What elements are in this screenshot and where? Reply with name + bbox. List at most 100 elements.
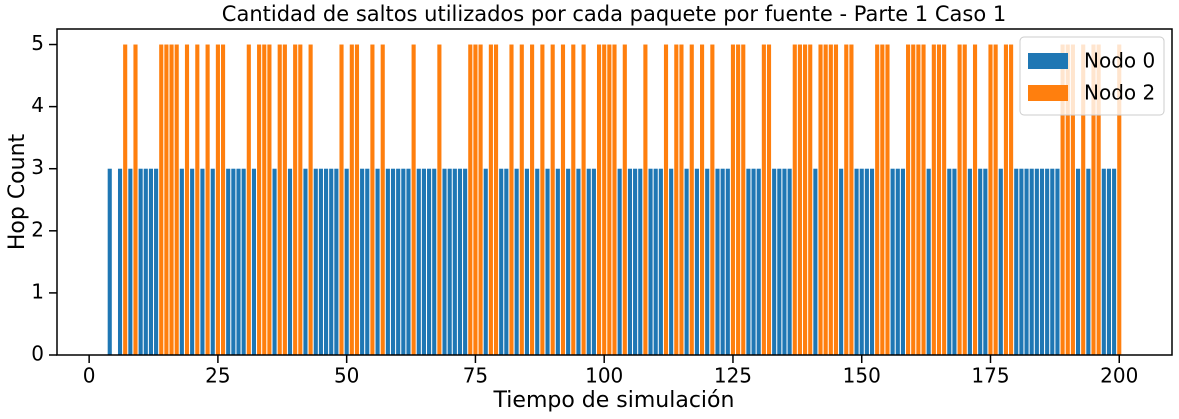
bar [638,168,643,355]
bar [308,44,313,356]
bar [787,168,792,355]
bar [596,44,602,356]
bar [380,44,385,356]
bar [627,168,633,355]
bar [324,168,329,355]
bar [710,44,715,356]
bar [998,168,1003,355]
bar [808,44,813,356]
bar [633,168,638,355]
bar [246,44,251,356]
bar [797,44,802,356]
bar [493,44,499,356]
bar [215,44,220,356]
bar [200,168,205,355]
bar [962,44,967,356]
bar [972,44,978,356]
bar [566,168,571,355]
y-tick-label: 2 [31,217,44,241]
bar [591,168,596,355]
bar [339,44,344,356]
bar [1060,44,1065,356]
bar [164,44,169,356]
bar [360,168,365,355]
bar [792,44,797,356]
bar [658,168,663,355]
bar [303,168,308,355]
bar [947,168,952,355]
bar [952,168,957,355]
bar [385,168,390,355]
bar [560,44,566,356]
bar [473,44,478,356]
legend-swatch [1028,85,1068,101]
bar [869,168,875,355]
bar [602,44,607,356]
bar [622,44,627,356]
bar [859,168,864,355]
x-tick-label: 0 [83,364,96,388]
bar [761,44,766,356]
bar [1106,168,1112,355]
bar [777,168,782,355]
legend: Nodo 0 Nodo 2 [1019,36,1165,116]
bar [818,44,823,356]
bar [1009,44,1014,356]
bar [154,168,159,355]
bar [447,168,452,355]
bar [1081,44,1086,356]
bar [1075,168,1081,355]
bar [993,44,998,356]
bar [782,168,787,355]
bar [277,44,282,356]
bar [349,44,354,356]
bar [519,44,524,356]
y-tick-label: 1 [31,279,44,303]
bar [313,168,318,355]
bar [571,44,576,356]
bar [463,168,468,355]
bar [895,168,900,355]
bar [205,44,210,356]
bar [318,168,323,355]
bar [880,44,885,356]
bar [988,44,993,356]
bar [967,168,972,355]
x-tick-label: 175 [971,364,1009,388]
x-tick-label: 125 [714,364,752,388]
bar [1117,44,1122,356]
bar [1065,44,1070,356]
bar [406,168,411,355]
bar [540,44,545,356]
x-tick-label: 50 [334,364,359,388]
bar [772,168,777,355]
bar [390,168,396,355]
plot-frame [56,28,1173,356]
bar [828,44,833,356]
bar [174,44,179,356]
bar [210,168,215,355]
bar [452,168,457,355]
bar [911,44,916,356]
bar [133,44,138,356]
bar [128,168,133,355]
bar [1050,168,1055,355]
bar [849,44,854,356]
bar [535,168,540,355]
bar [231,168,236,355]
bar [839,168,844,355]
y-tick-label: 3 [31,155,44,179]
bar [921,44,926,356]
bar [833,44,839,356]
bar [689,44,694,356]
bar [184,44,190,356]
bar [844,44,849,356]
bar [730,44,736,356]
bar [864,168,869,355]
bar [612,44,617,356]
bar [107,168,112,355]
bar [766,44,772,356]
bar [823,44,828,356]
bar [334,168,339,355]
